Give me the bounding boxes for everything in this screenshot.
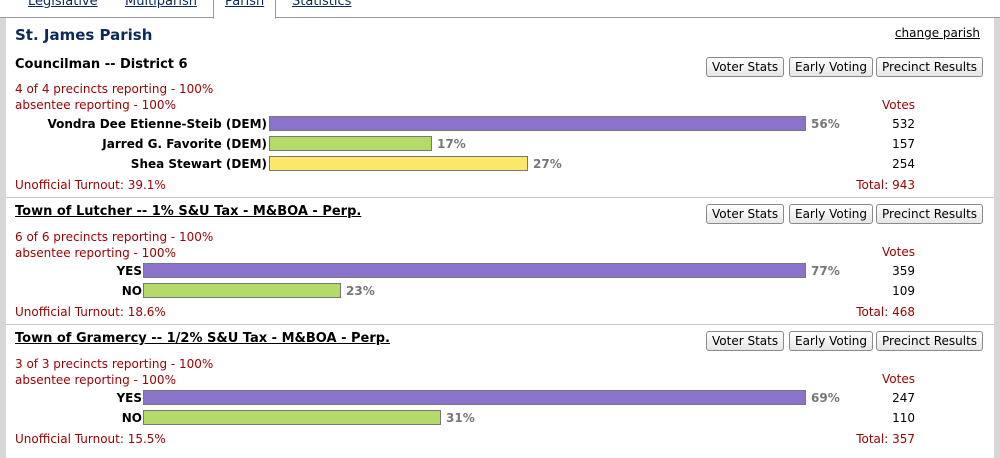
precincts-reporting: 4 of 4 precincts reporting - 100%: [15, 82, 214, 96]
candidate-name: NO: [121, 411, 142, 425]
candidate-name: NO: [121, 284, 142, 298]
frame-right-border: [994, 18, 1000, 458]
tab-bar: Legislative Multiparish Parish Statistic…: [0, 0, 1000, 19]
result-bar: [143, 390, 806, 405]
tab-parish[interactable]: Parish: [213, 0, 276, 19]
votes-header: Votes: [882, 372, 915, 386]
divider: [6, 324, 994, 325]
total-votes: Total: 357: [856, 432, 915, 446]
precincts-reporting: 3 of 3 precincts reporting - 100%: [15, 357, 214, 371]
voter-stats-button[interactable]: Voter Stats: [706, 204, 785, 224]
precinct-results-button[interactable]: Precinct Results: [876, 57, 984, 77]
voter-stats-button[interactable]: Voter Stats: [706, 331, 785, 351]
percent-label: 56%: [811, 117, 840, 131]
tab-legislative[interactable]: Legislative: [28, 0, 98, 9]
race-block: Town of Gramercy -- 1/2% S&U Tax - M&BOA…: [6, 331, 994, 449]
percent-label: 27%: [533, 157, 562, 171]
result-bar: [143, 263, 806, 278]
voter-stats-button[interactable]: Voter Stats: [706, 57, 785, 77]
precinct-results-button[interactable]: Precinct Results: [876, 204, 984, 224]
result-bar: [269, 136, 432, 151]
total-votes: Total: 943: [856, 178, 915, 192]
candidate-name: Vondra Dee Etienne-Steib (DEM): [47, 117, 267, 131]
precinct-results-button[interactable]: Precinct Results: [876, 331, 984, 351]
vote-count: 110: [892, 411, 915, 425]
vote-count: 109: [892, 284, 915, 298]
change-parish-link[interactable]: change parish: [894, 26, 980, 40]
votes-header: Votes: [882, 245, 915, 259]
precincts-reporting: 6 of 6 precincts reporting - 100%: [15, 230, 214, 244]
turnout: Unofficial Turnout: 39.1%: [15, 178, 166, 192]
turnout: Unofficial Turnout: 18.6%: [15, 305, 166, 319]
percent-label: 69%: [811, 391, 840, 405]
vote-count: 359: [892, 264, 915, 278]
vote-count: 247: [892, 391, 915, 405]
tab-multiparish[interactable]: Multiparish: [125, 0, 197, 9]
absentee-reporting: absentee reporting - 100%: [15, 246, 176, 260]
percent-label: 31%: [446, 411, 475, 425]
tab-statistics[interactable]: Statistics: [292, 0, 352, 9]
early-voting-button[interactable]: Early Voting: [789, 204, 873, 224]
percent-label: 17%: [437, 137, 466, 151]
turnout: Unofficial Turnout: 15.5%: [15, 432, 166, 446]
votes-header: Votes: [882, 98, 915, 112]
result-bar: [269, 116, 806, 131]
vote-count: 532: [892, 117, 915, 131]
frame-left-border: [0, 18, 6, 458]
race-title: Councilman -- District 6: [15, 57, 188, 72]
candidate-name: Shea Stewart (DEM): [130, 157, 267, 171]
vote-count: 254: [892, 157, 915, 171]
early-voting-button[interactable]: Early Voting: [789, 57, 873, 77]
tab-parish-label: Parish: [225, 0, 265, 9]
absentee-reporting: absentee reporting - 100%: [15, 373, 176, 387]
early-voting-button[interactable]: Early Voting: [789, 331, 873, 351]
race-title-link[interactable]: Town of Lutcher -- 1% S&U Tax - M&BOA - …: [15, 204, 362, 219]
result-bar: [143, 410, 441, 425]
absentee-reporting: absentee reporting - 100%: [15, 98, 176, 112]
race-block: Town of Lutcher -- 1% S&U Tax - M&BOA - …: [6, 204, 994, 322]
parish-title: St. James Parish: [15, 26, 153, 44]
result-bar: [143, 283, 341, 298]
divider: [6, 197, 994, 198]
result-bar: [269, 156, 528, 171]
candidate-name: YES: [116, 391, 142, 405]
candidate-name: Jarred G. Favorite (DEM): [102, 137, 267, 151]
vote-count: 157: [892, 137, 915, 151]
percent-label: 77%: [811, 264, 840, 278]
candidate-name: YES: [116, 264, 142, 278]
race-block: Councilman -- District 6 Voter Stats Ear…: [6, 57, 994, 197]
total-votes: Total: 468: [856, 305, 915, 319]
race-title-link[interactable]: Town of Gramercy -- 1/2% S&U Tax - M&BOA…: [15, 331, 390, 346]
percent-label: 23%: [346, 284, 375, 298]
